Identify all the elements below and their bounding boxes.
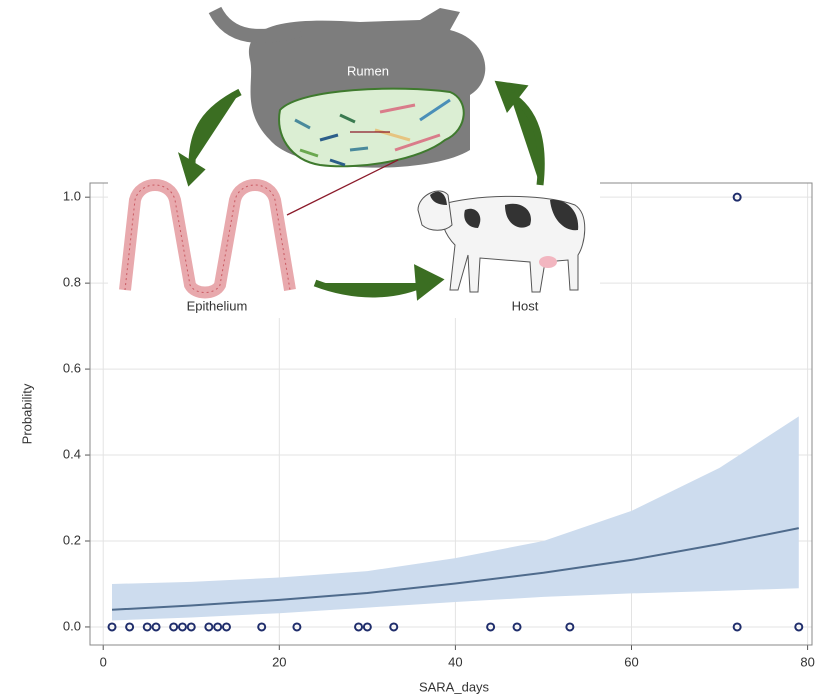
y-axis-label: Probability (19, 383, 34, 444)
x-tick-label: 60 (624, 654, 638, 669)
chart: SARA_days Probability 0 20 40 60 80 0.0 0.2 0.4… (0, 0, 817, 699)
x-tick-label: 80 (800, 654, 814, 669)
y-tick-label: 0.4 (63, 446, 81, 461)
diagram-label: Host (512, 298, 539, 313)
y-tick-label: 0.2 (63, 532, 81, 547)
x-tick-label: 20 (272, 654, 286, 669)
y-tick-label: 0.0 (63, 618, 81, 633)
x-axis-label: SARA_days (419, 679, 490, 694)
page: SARA_days Probability 0 20 40 60 80 0.0 0.2 0.4… (0, 0, 817, 699)
diagram-label: Rumen (347, 63, 389, 78)
y-tick-label: 1.0 (63, 189, 81, 204)
y-tick-label: 0.8 (63, 275, 81, 290)
diagram-label: Epithelium (187, 298, 248, 313)
x-tick-label: 0 (100, 654, 107, 669)
diagram: Rumen Epithelium Host (108, 0, 600, 318)
x-tick-label: 40 (448, 654, 462, 669)
y-tick-label: 0.6 (63, 361, 81, 376)
